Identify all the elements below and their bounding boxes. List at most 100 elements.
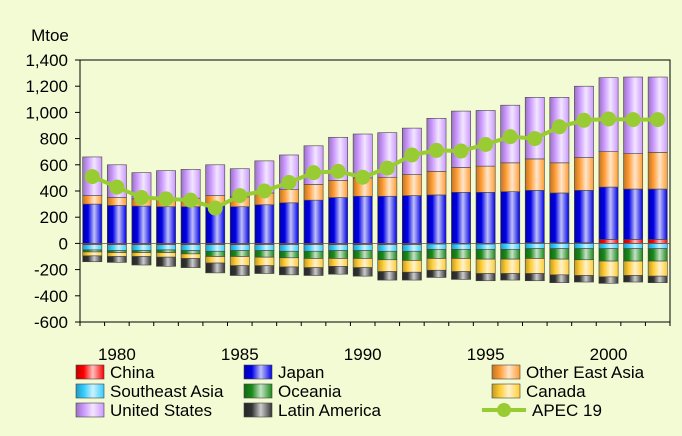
x-tick-label: 1980 [98,345,136,364]
bar-latin-america [131,256,152,266]
bar-latin-america [106,256,127,263]
bar-japan [156,206,176,244]
bar-other-east-asia [451,167,471,193]
bar-oceania [500,248,521,260]
point-apec-19 [109,179,125,195]
bar-southeast-asia [623,243,644,249]
bar-southeast-asia [328,244,349,251]
bar-latin-america [156,256,176,267]
bar-latin-america [82,255,103,263]
point-apec-19 [502,129,518,145]
legend-swatch-japan [243,364,273,380]
legend-label-other-east-asia: Other East Asia [526,363,645,382]
bar-japan [500,191,521,244]
bar-canada [549,258,570,276]
legend-label-oceania: Oceania [278,382,342,401]
bar-latin-america [549,274,570,283]
bar-china [647,239,668,244]
bar-canada [426,258,447,271]
bar-japan [352,195,373,244]
y-tick-label: 600 [40,156,68,175]
point-apec-19 [453,143,469,159]
point-apec-19 [527,131,543,147]
bar-oceania [205,250,226,257]
bar-canada [524,258,545,274]
legend-label-china: China [110,363,155,382]
legend-swatch-united-states [75,402,105,418]
bar-southeast-asia [549,243,570,249]
bar-other-east-asia [377,176,398,197]
bar-oceania [451,248,471,259]
bar-latin-america [623,275,644,283]
bar-oceania [549,248,570,260]
bar-japan [401,195,422,244]
bar-oceania [598,248,619,262]
bar-oceania [279,250,299,259]
bar-southeast-asia [426,243,447,250]
bar-oceania [229,250,250,257]
bar-oceania [303,250,324,259]
bar-japan [549,192,570,244]
bar-canada [574,259,594,276]
bar-china [598,239,619,244]
bar-canada [401,260,422,273]
bar-canada [180,253,201,259]
legend-swatch-oceania [243,383,273,399]
bar-canada [500,258,521,274]
bar-japan [180,206,201,244]
bar-japan [303,199,324,244]
bar-latin-america [229,265,250,276]
bar-latin-america [180,258,201,268]
bar-other-east-asia [82,195,103,205]
x-tick-label: 2000 [590,345,628,364]
point-apec-19 [183,192,199,208]
bar-canada [451,258,471,272]
point-apec-19 [330,163,346,179]
bar-southeast-asia [106,244,127,251]
bar-other-east-asia [549,162,570,194]
bar-southeast-asia [131,244,152,251]
bar-canada [352,258,373,268]
y-tick-label: 800 [40,130,68,149]
y-tick-label: -400 [34,287,68,306]
bar-latin-america [500,273,521,281]
bar-southeast-asia [82,244,103,251]
bar-southeast-asia [377,244,398,252]
bar-oceania [254,250,275,258]
point-apec-19 [84,169,100,185]
legend-label-southeast-asia: Southeast Asia [110,382,224,401]
bar-other-east-asia [279,189,299,204]
bar-southeast-asia [574,243,594,249]
bar-latin-america [598,276,619,284]
bar-canada [303,258,324,268]
bar-southeast-asia [254,244,275,251]
bar-canada [254,256,275,266]
point-apec-19 [404,147,420,163]
bar-canada [82,251,103,257]
bar-oceania [647,248,668,262]
bar-oceania [574,248,594,261]
legend-swatch-other-east-asia [491,364,521,380]
bar-japan [524,190,545,244]
bar-canada [328,258,349,267]
point-apec-19 [256,183,272,199]
bar-latin-america [328,266,349,275]
bar-canada [647,260,668,277]
bar-other-east-asia [106,197,127,206]
bar-southeast-asia [647,243,668,249]
bar-japan [254,204,275,244]
y-tick-label: -600 [34,313,68,332]
bar-latin-america [401,271,422,281]
point-apec-19 [650,112,666,128]
legend-label-canada: Canada [526,382,586,401]
bar-japan [328,197,349,244]
legend-swatch-canada [491,383,521,399]
point-apec-19 [281,174,297,190]
bar-southeast-asia [524,243,545,249]
legend: China Japan Other East Asia Southeast Asia O… [75,363,645,420]
bar-southeast-asia [598,243,619,249]
bar-southeast-asia [303,244,324,252]
bar-canada [475,258,496,274]
bar-latin-america [524,273,545,282]
